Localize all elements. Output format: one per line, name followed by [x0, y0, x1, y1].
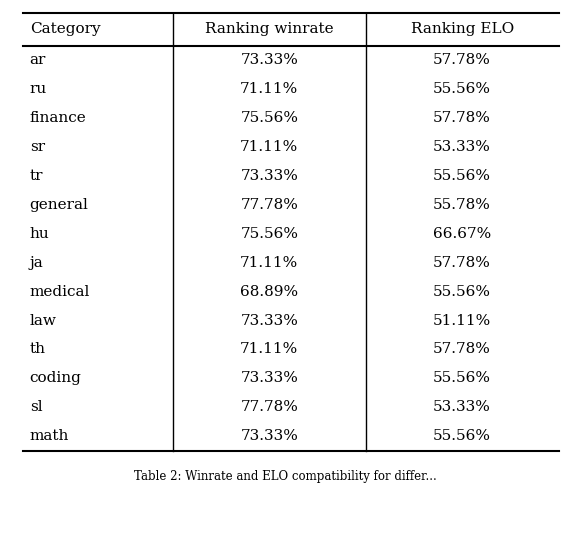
- Text: coding: coding: [30, 371, 82, 385]
- Text: 77.78%: 77.78%: [241, 400, 298, 414]
- Text: 53.33%: 53.33%: [433, 400, 491, 414]
- Text: th: th: [30, 343, 46, 356]
- Text: 71.11%: 71.11%: [240, 82, 298, 96]
- Text: finance: finance: [30, 111, 87, 125]
- Text: sr: sr: [30, 140, 45, 154]
- Text: 55.56%: 55.56%: [433, 371, 491, 385]
- Text: medical: medical: [30, 285, 90, 299]
- Text: 55.56%: 55.56%: [433, 429, 491, 443]
- Text: 77.78%: 77.78%: [241, 198, 298, 212]
- Text: 71.11%: 71.11%: [240, 140, 298, 154]
- Text: tr: tr: [30, 169, 43, 183]
- Text: 73.33%: 73.33%: [241, 53, 298, 67]
- Text: ru: ru: [30, 82, 47, 96]
- Text: 55.78%: 55.78%: [433, 198, 491, 212]
- Text: 73.33%: 73.33%: [241, 429, 298, 443]
- Text: Ranking winrate: Ranking winrate: [205, 23, 333, 36]
- Text: 71.11%: 71.11%: [240, 256, 298, 270]
- Text: 57.78%: 57.78%: [433, 256, 491, 270]
- Text: law: law: [30, 314, 56, 327]
- Text: 55.56%: 55.56%: [433, 169, 491, 183]
- Text: Category: Category: [30, 23, 100, 36]
- Text: 75.56%: 75.56%: [241, 227, 298, 241]
- Text: 71.11%: 71.11%: [240, 343, 298, 356]
- Text: general: general: [30, 198, 88, 212]
- Text: 55.56%: 55.56%: [433, 285, 491, 299]
- Text: 53.33%: 53.33%: [433, 140, 491, 154]
- Text: 73.33%: 73.33%: [241, 314, 298, 327]
- Text: 73.33%: 73.33%: [241, 371, 298, 385]
- Text: sl: sl: [30, 400, 42, 414]
- Text: 57.78%: 57.78%: [433, 111, 491, 125]
- Text: ar: ar: [30, 53, 46, 67]
- Text: Table 2: Winrate and ELO compatibility for differ...: Table 2: Winrate and ELO compatibility f…: [133, 470, 437, 482]
- Text: 57.78%: 57.78%: [433, 53, 491, 67]
- Text: 66.67%: 66.67%: [433, 227, 491, 241]
- Text: 57.78%: 57.78%: [433, 343, 491, 356]
- Text: 75.56%: 75.56%: [241, 111, 298, 125]
- Text: 51.11%: 51.11%: [433, 314, 491, 327]
- Text: Ranking ELO: Ranking ELO: [410, 23, 514, 36]
- Text: math: math: [30, 429, 69, 443]
- Text: ja: ja: [30, 256, 43, 270]
- Text: 68.89%: 68.89%: [240, 285, 298, 299]
- Text: 55.56%: 55.56%: [433, 82, 491, 96]
- Text: hu: hu: [30, 227, 50, 241]
- Text: 73.33%: 73.33%: [241, 169, 298, 183]
